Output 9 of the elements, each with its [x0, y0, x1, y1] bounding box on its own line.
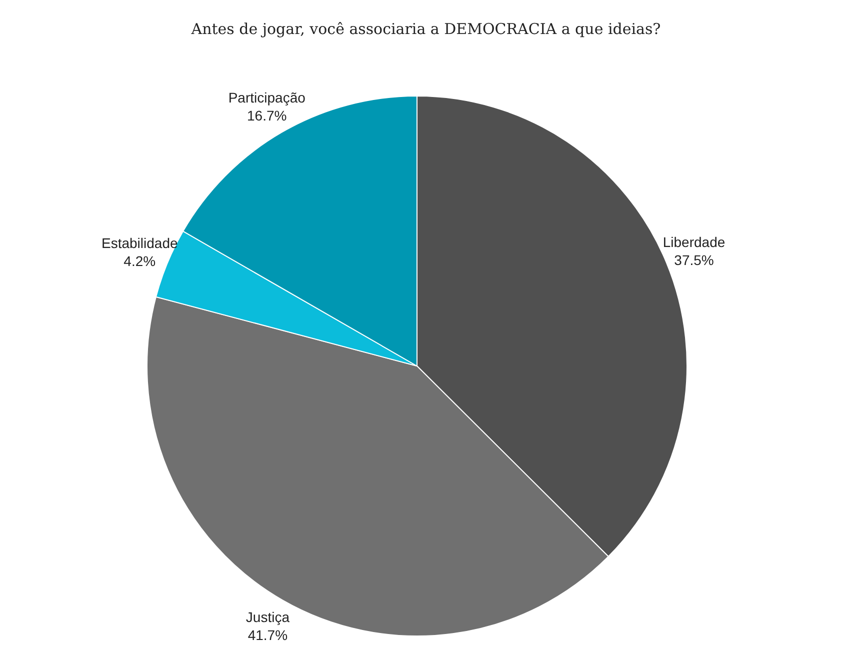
data-label: 37.5% [674, 252, 714, 268]
data-label: 4.2% [124, 252, 156, 269]
slice-label: Justiça [246, 609, 290, 626]
data-label: 41.7% [248, 627, 288, 644]
data-label: 16.7% [247, 107, 287, 124]
slice-label: Liberdade [662, 234, 726, 250]
slice-label: Participação [228, 89, 306, 106]
slice-label: Estabilidade [101, 234, 178, 251]
chart-title: Antes de jogar, você associaria a DEMOCRACIA a que ideias? [190, 20, 661, 38]
